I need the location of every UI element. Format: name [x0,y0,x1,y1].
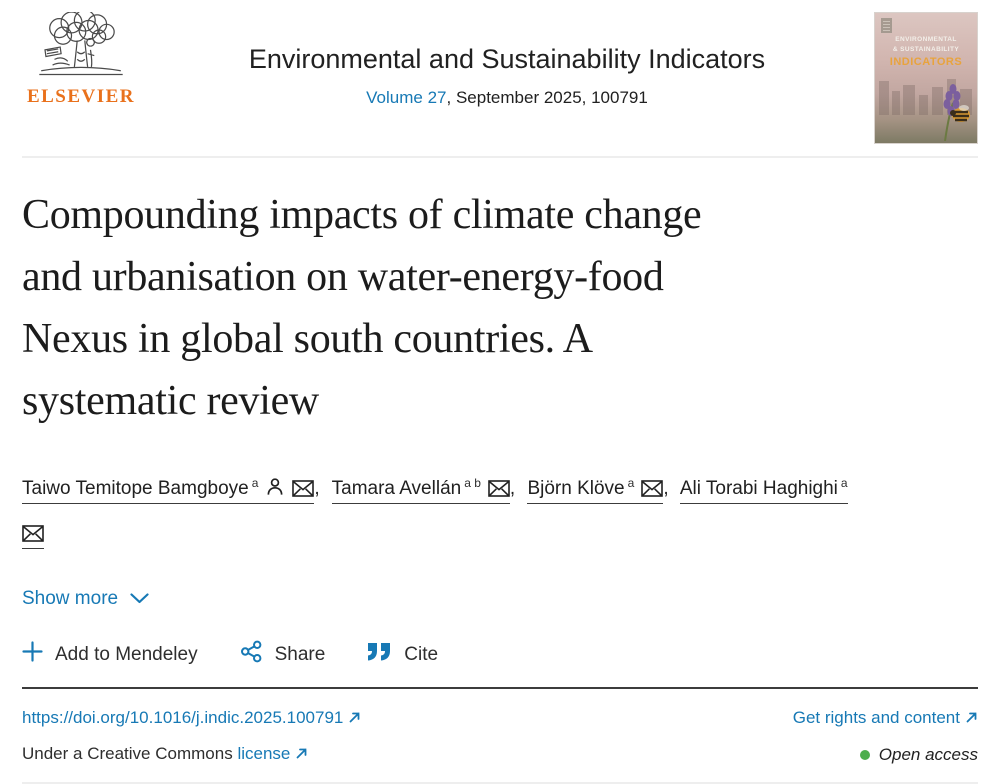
volume-issue-line: Volume 27, September 2025, 100791 [140,88,874,108]
elsevier-logo[interactable]: ELSEVIER [22,12,140,108]
chevron-down-icon [130,588,149,610]
open-access-label: Open access [878,744,978,764]
volume-link[interactable]: Volume 27 [366,88,447,108]
journal-banner: ELSEVIER Environmental and Sustainabilit… [22,0,978,156]
issue-info: , September 2025, 100791 [446,88,648,108]
cover-mini-logo [881,18,892,33]
header-divider [22,156,978,158]
cover-title-line3: INDICATORS [889,55,963,68]
license-text: Under a Creative Commons license [22,744,308,765]
author-separator: , [314,478,320,500]
cover-flower-bee-art [943,84,970,141]
author-name: Björn Klöve [527,478,625,500]
article-title-line4: systematic review [22,378,319,424]
author-name: Tamara Avellán [331,478,462,500]
author-affiliation-sup: a b [464,476,481,490]
doi-rights-row: https://doi.org/10.1016/j.indic.2025.100… [22,708,978,729]
envelope-icon[interactable] [292,480,315,502]
open-access-badge: Open access [859,744,978,765]
article-title: Compounding impacts of climate change an… [22,184,978,432]
share-icon [240,640,263,669]
external-link-icon [295,745,308,764]
article-title-line2: and urbanisation on water-energy-food [22,254,664,300]
journal-heading: Environmental and Sustainability Indicat… [140,12,874,108]
license-link[interactable]: license [237,744,308,763]
author-affiliation-sup: a [840,476,848,490]
show-more-button[interactable]: Show more [22,588,149,610]
envelope-icon[interactable] [488,480,510,502]
author-affiliation-sup: a [627,476,635,490]
envelope-icon[interactable] [22,525,44,547]
journal-cover-thumbnail[interactable]: ENVIRONMENTAL & SUSTAINABILITY INDICATOR… [874,12,978,144]
share-button[interactable]: Share [240,640,326,669]
article-title-line1: Compounding impacts of climate change [22,192,702,238]
person-icon [265,478,285,502]
elsevier-wordmark: ELSEVIER [26,86,136,107]
article-actions: Add to Mendeley Share Cite [22,640,978,669]
journal-title-link[interactable]: Environmental and Sustainability Indicat… [248,44,766,74]
elsevier-tree-icon [22,12,140,84]
cover-title-line1: ENVIRONMENTAL [895,36,957,43]
license-row: Under a Creative Commons license Open ac… [22,744,978,765]
plus-icon [22,641,43,668]
external-link-icon [348,709,361,728]
cite-quote-icon [367,642,392,667]
author-name: Ali Torabi Haghighi [679,478,838,500]
add-to-mendeley-label: Add to Mendeley [55,643,198,665]
external-link-icon [965,709,978,728]
share-label: Share [274,643,326,665]
author-link-1[interactable]: Taiwo Temitope Bamgboye a [22,476,315,505]
author-affiliation-sup: a [251,476,259,490]
get-rights-label: Get rights and content [792,708,960,728]
doi-link[interactable]: https://doi.org/10.1016/j.indic.2025.100… [22,708,361,729]
author-separator: , [663,478,669,500]
cite-label: Cite [404,643,439,665]
add-to-mendeley-button[interactable]: Add to Mendeley [22,641,198,668]
license-link-label: license [237,744,291,764]
cover-title-line2: & SUSTAINABILITY [892,45,960,53]
author-list: Taiwo Temitope Bamgboye a, Tamara Avellán… [22,462,978,558]
show-more-label: Show more [22,588,119,610]
doi-text: https://doi.org/10.1016/j.indic.2025.100… [22,708,344,728]
open-access-dot-icon [859,749,870,760]
actions-divider [22,687,978,690]
cite-button[interactable]: Cite [367,642,438,667]
get-rights-link[interactable]: Get rights and content [793,708,978,729]
author-link-2[interactable]: Tamara Avellán a b [331,476,510,505]
cover-title: ENVIRONMENTAL & SUSTAINABILITY INDICATOR… [875,35,977,68]
license-prefix: Under a Creative Commons [22,744,233,764]
article-title-line3: Nexus in global south countries. A [22,316,593,362]
author-link-3[interactable]: Björn Klöve a [527,476,664,505]
envelope-icon[interactable] [641,480,664,502]
author-name: Taiwo Temitope Bamgboye [22,478,249,500]
author-link-4[interactable]: Ali Torabi Haghighi a [22,476,848,550]
author-separator: , [509,478,516,500]
